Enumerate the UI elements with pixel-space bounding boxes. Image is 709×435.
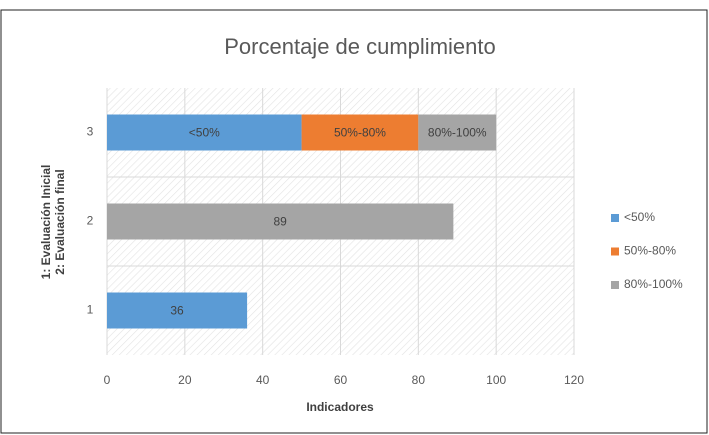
- bar-label: 36: [170, 304, 184, 318]
- x-tick-label: 100: [486, 373, 506, 387]
- y-axis-title: 1: Evaluación Inicial: [39, 165, 53, 280]
- legend-label: 80%-100%: [624, 277, 683, 291]
- x-tick-label: 120: [564, 373, 584, 387]
- legend-swatch: [611, 214, 619, 222]
- bar-label: 89: [273, 215, 287, 229]
- bar-label: 80%-100%: [428, 126, 487, 140]
- x-tick-label: 0: [104, 373, 111, 387]
- bar-label: 50%-80%: [334, 126, 386, 140]
- bar: [301, 114, 419, 151]
- x-tick-label: 20: [178, 373, 192, 387]
- legend-label: <50%: [624, 210, 655, 224]
- legend-swatch: [611, 281, 619, 289]
- y-tick-label: 1: [87, 303, 94, 317]
- bar: [107, 114, 302, 151]
- y-tick-label: 2: [87, 214, 94, 228]
- bar-label: <50%: [189, 126, 220, 140]
- y-tick-label: 3: [87, 125, 94, 139]
- x-tick-label: 40: [256, 373, 270, 387]
- legend-swatch: [611, 247, 619, 256]
- chart-title: Porcentaje de cumplimiento: [224, 34, 495, 59]
- legend-label: 50%-80%: [624, 244, 676, 258]
- x-axis-title: Indicadores: [306, 400, 374, 414]
- bar: [107, 292, 248, 329]
- y-axis-title: 2: Evaluación final: [53, 169, 67, 274]
- bar: [107, 203, 454, 240]
- x-tick-label: 60: [334, 373, 348, 387]
- bar: [418, 114, 497, 151]
- x-tick-label: 80: [412, 373, 426, 387]
